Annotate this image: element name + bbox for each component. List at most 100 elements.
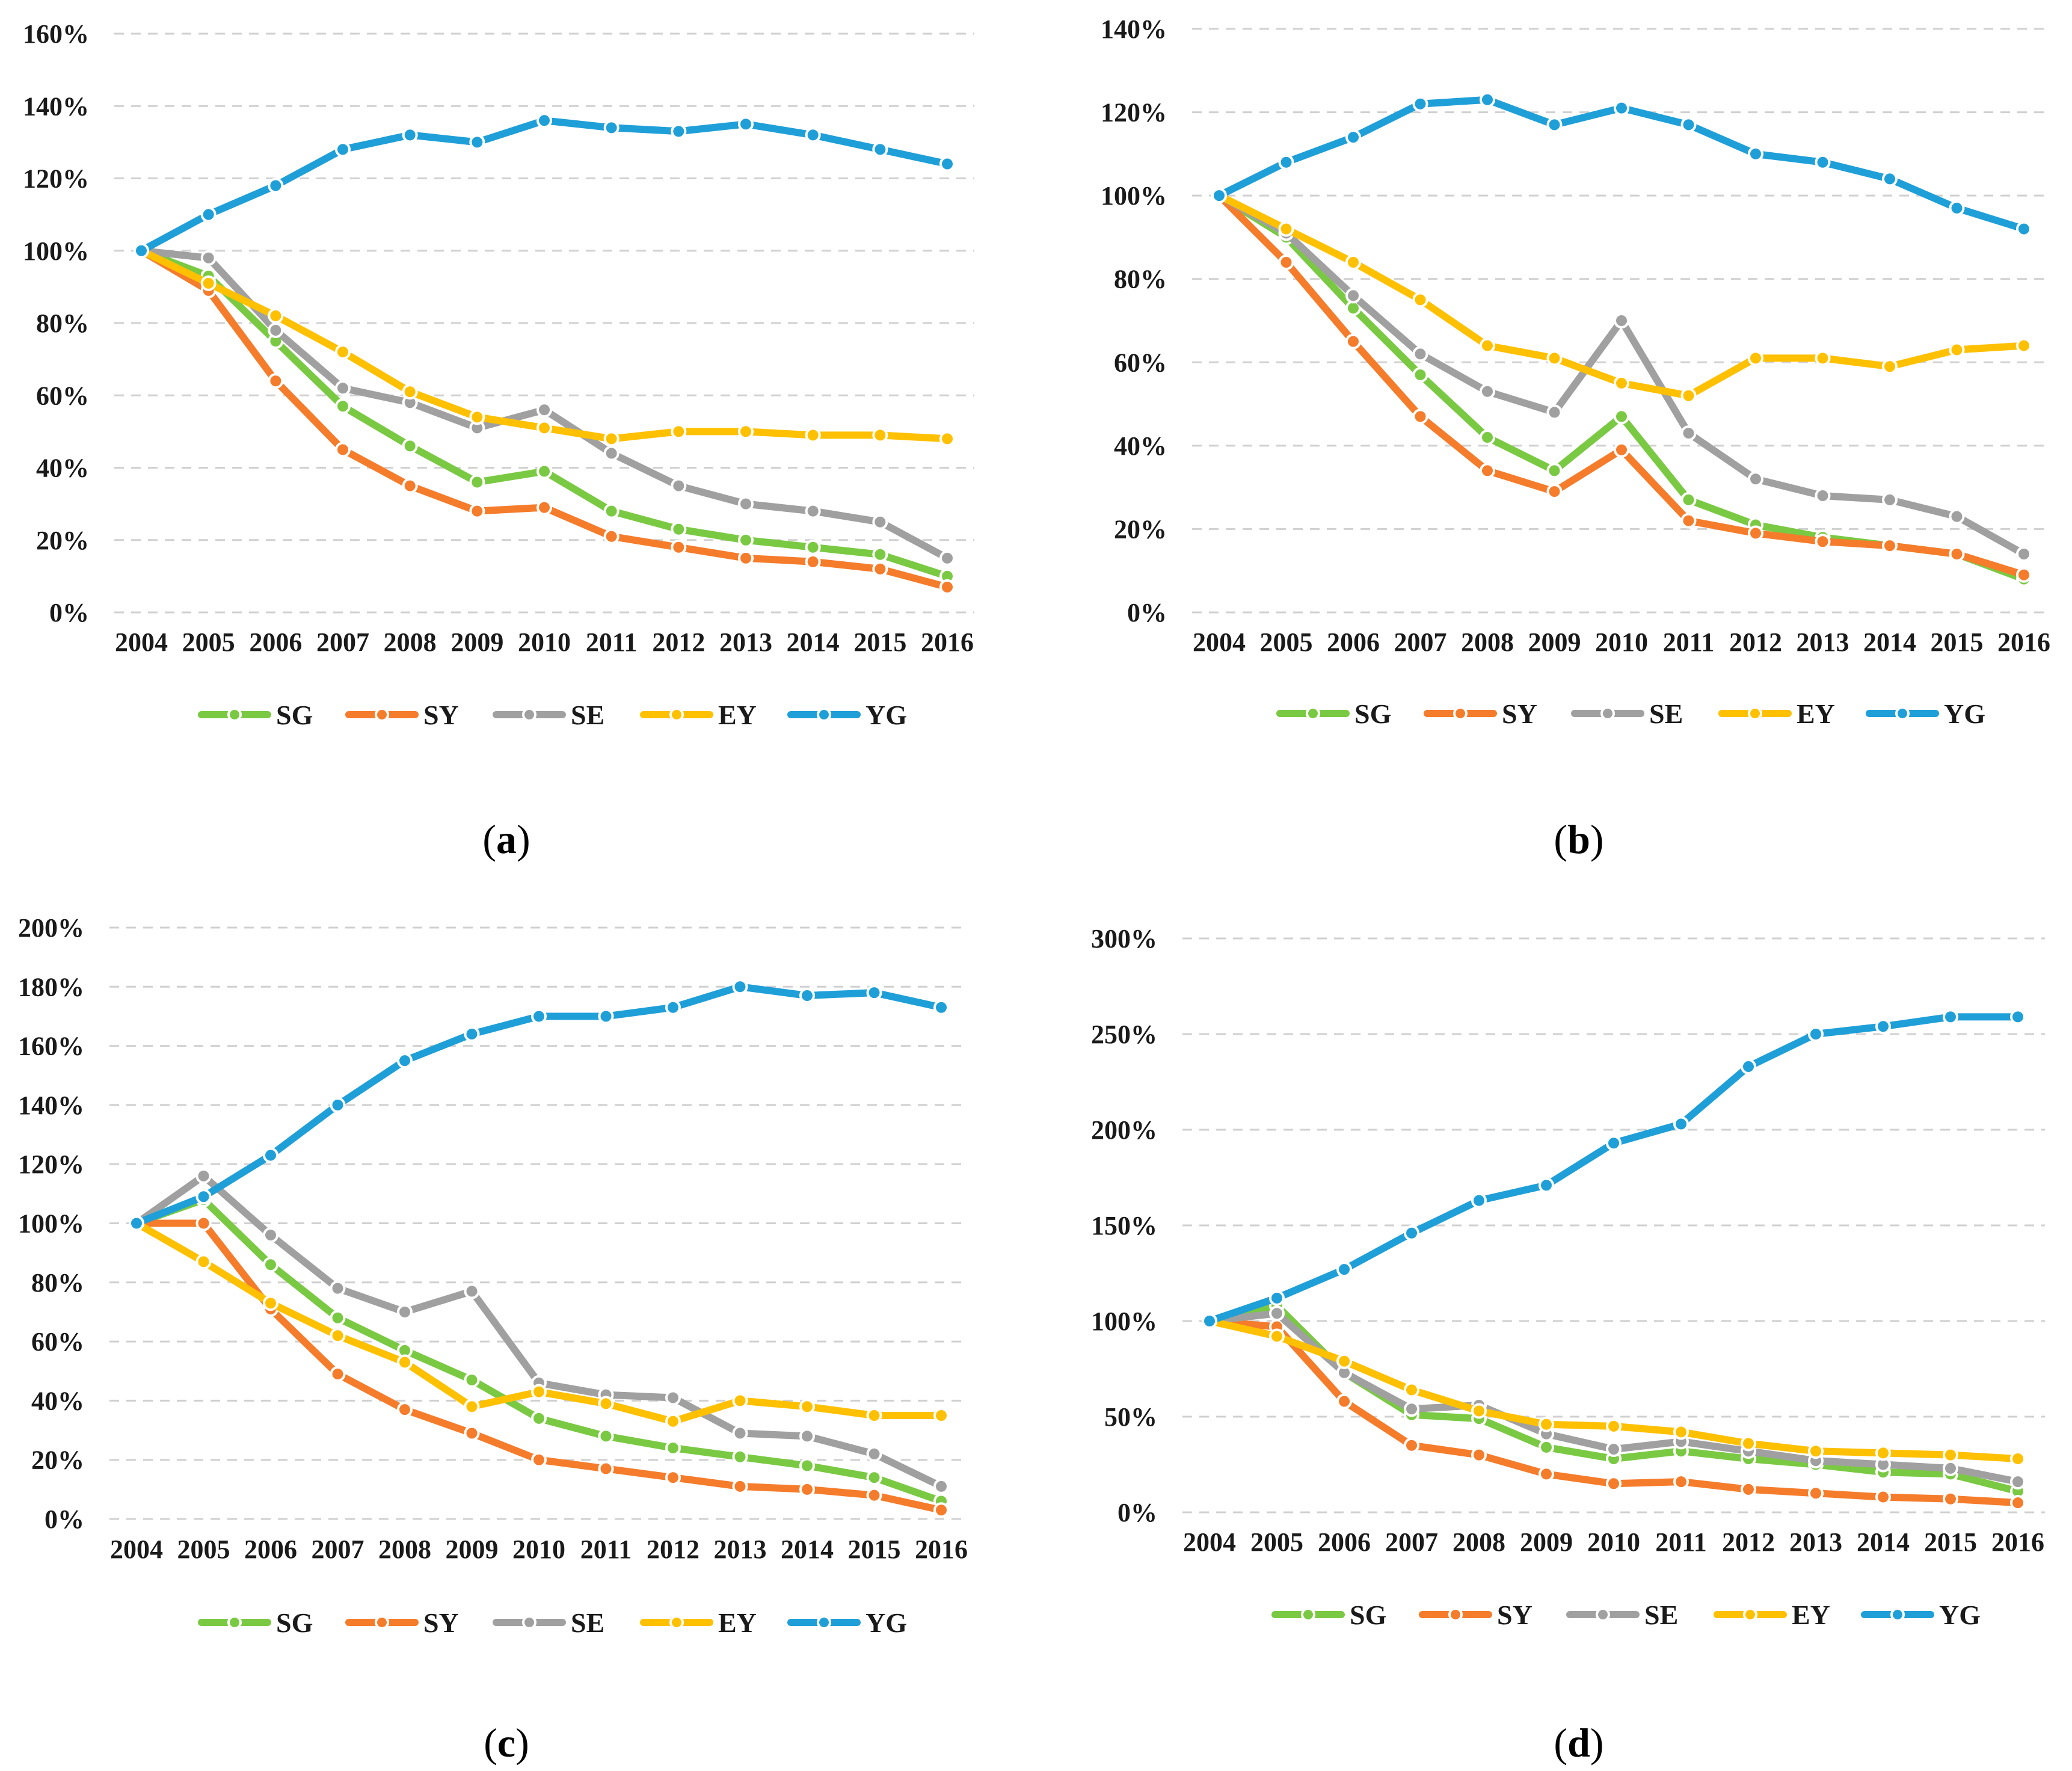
data-point-ey <box>1748 350 1763 366</box>
series-ey <box>129 1215 949 1429</box>
legend-item-sy: SY <box>1419 1600 1532 1630</box>
x-tick-label: 2007 <box>312 1535 364 1564</box>
legend-marker <box>817 1615 831 1630</box>
legend-label: EY <box>718 700 757 730</box>
data-point-yg <box>1471 1192 1487 1209</box>
x-tick-label: 2012 <box>1722 1527 1775 1557</box>
data-point-se <box>195 1168 212 1184</box>
y-tick-label: 20% <box>36 526 89 555</box>
legend-label: SE <box>1649 698 1683 729</box>
data-point-sy <box>1345 333 1361 350</box>
data-point-yg <box>1202 1313 1217 1329</box>
data-point-se <box>263 1227 278 1243</box>
data-point-ey <box>335 344 351 360</box>
data-point-sy <box>1875 1489 1891 1505</box>
y-tick-label: 100% <box>1091 1307 1157 1336</box>
data-point-se <box>872 514 888 530</box>
data-point-sg <box>1480 430 1495 445</box>
series-se <box>134 242 955 566</box>
x-tick-label: 2009 <box>450 627 503 657</box>
legend-marker <box>1890 1607 1905 1622</box>
data-point-se <box>268 322 284 339</box>
y-tick-label: 40% <box>36 454 89 483</box>
legend-item-ey: EY <box>640 1607 757 1638</box>
panel-letter: c <box>497 1720 515 1766</box>
data-point-se <box>1546 404 1563 420</box>
y-tick-label: 0% <box>49 598 89 627</box>
y-tick-label: 120% <box>23 164 89 194</box>
x-tick-label: 2006 <box>1318 1527 1371 1557</box>
x-tick-label: 2006 <box>249 627 302 657</box>
data-point-yg <box>1606 1135 1622 1151</box>
data-point-sg <box>603 503 619 519</box>
data-point-yg <box>939 156 955 172</box>
series-yg <box>134 112 955 259</box>
y-tick-label: 160% <box>18 1032 84 1061</box>
x-tick-label: 2008 <box>1453 1527 1505 1557</box>
data-point-sy <box>1471 1447 1487 1463</box>
data-point-ey <box>1673 1424 1689 1440</box>
series-yg <box>1202 1009 2026 1329</box>
data-point-ey <box>1875 1445 1891 1461</box>
legend-label: SE <box>571 700 604 730</box>
data-point-sg <box>799 1458 815 1474</box>
data-point-ey <box>469 409 485 425</box>
data-point-sy <box>1882 538 1898 554</box>
legend-label: SY <box>423 700 459 730</box>
data-point-sy <box>1336 1393 1352 1409</box>
data-point-ey <box>665 1413 681 1429</box>
legend-item-ey: EY <box>640 700 757 730</box>
data-point-ey <box>939 431 955 447</box>
chart-panel-b: 0%20%40%60%80%100%120%140%2004 2005 2006 20… <box>1101 14 2051 862</box>
x-tick-label: 2015 <box>1924 1527 1977 1557</box>
data-point-se <box>200 250 217 266</box>
data-point-se <box>1815 488 1831 504</box>
x-tick-label: 2005 <box>182 627 235 657</box>
y-tick-label: 40% <box>31 1386 84 1415</box>
data-point-ey <box>1412 292 1428 308</box>
x-tick-label: 2010 <box>512 1535 565 1564</box>
data-point-yg <box>933 999 949 1015</box>
legend-marker <box>1895 706 1910 721</box>
x-tick-label: 2010 <box>1587 1527 1640 1557</box>
data-point-sy <box>1278 254 1294 270</box>
series-sg <box>129 1192 949 1509</box>
x-tick-label: 2013 <box>719 627 772 657</box>
data-point-ey <box>732 1393 748 1409</box>
data-point-ey <box>531 1384 547 1400</box>
data-point-ey <box>872 427 888 443</box>
data-point-sy <box>665 1470 681 1486</box>
data-point-ey <box>330 1328 346 1344</box>
data-point-se <box>1680 425 1697 442</box>
y-tick-label: 150% <box>1091 1211 1157 1240</box>
series-yg <box>129 979 949 1231</box>
x-tick-label: 2013 <box>714 1535 767 1564</box>
x-tick-label: 2016 <box>1991 1527 2044 1557</box>
data-point-sg <box>1546 463 1563 479</box>
data-point-sg <box>263 1257 278 1273</box>
data-point-yg <box>531 1008 547 1024</box>
y-tick-label: 120% <box>18 1150 84 1179</box>
legend-marker <box>817 707 831 722</box>
y-tick-label: 180% <box>18 972 84 1002</box>
series-yg <box>1211 91 2032 237</box>
x-tick-label: 2011 <box>1663 627 1715 657</box>
data-point-sy <box>469 503 485 519</box>
data-point-se <box>397 1304 413 1320</box>
data-point-yg <box>1882 171 1898 187</box>
data-point-ey <box>1680 387 1697 404</box>
x-tick-label: 2016 <box>921 627 974 657</box>
data-point-ey <box>2010 1450 2026 1467</box>
legend-item-sg: SG <box>198 700 313 730</box>
y-tick-label: 140% <box>23 91 89 121</box>
x-tick-label: 2008 <box>378 1535 431 1564</box>
legend-label: SG <box>1354 698 1391 729</box>
data-point-ey <box>1606 1418 1622 1434</box>
data-point-yg <box>1741 1059 1756 1075</box>
legend-item-yg: YG <box>787 700 907 730</box>
data-point-sy <box>1606 1476 1622 1492</box>
y-tick-label: 100% <box>1101 181 1167 211</box>
data-point-yg <box>397 1053 413 1069</box>
legend-marker <box>1596 1607 1610 1622</box>
